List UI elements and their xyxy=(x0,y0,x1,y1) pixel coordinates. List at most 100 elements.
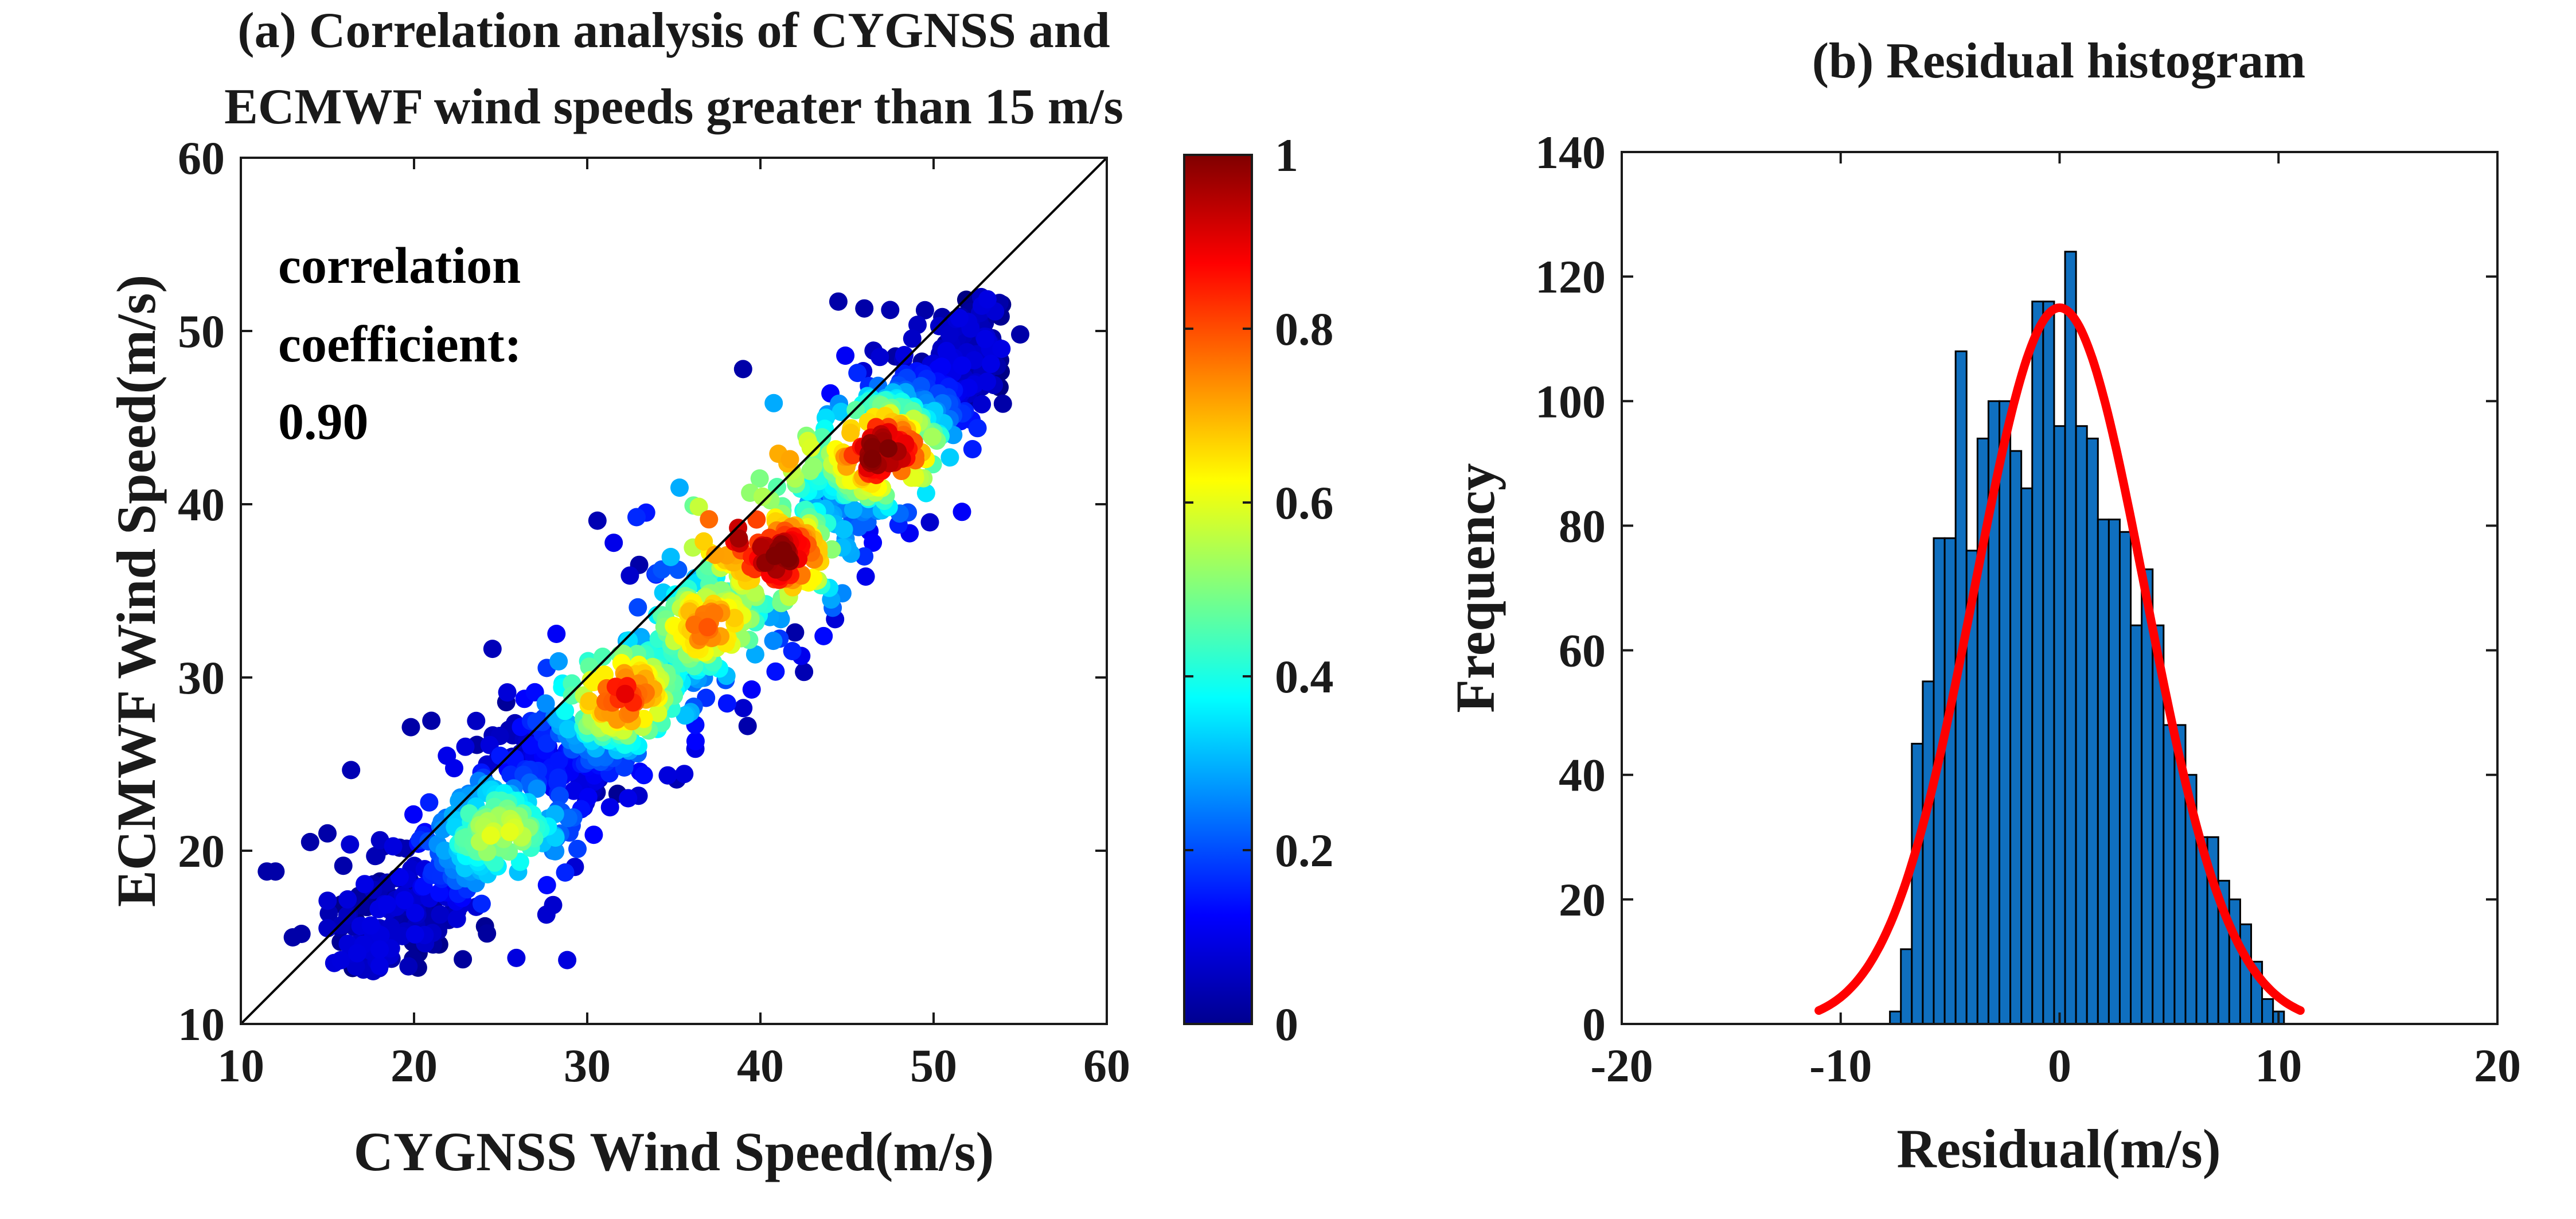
scatter-point xyxy=(717,694,736,713)
histogram-bar xyxy=(2163,724,2176,1024)
scatter-point xyxy=(675,765,694,784)
scatter-point xyxy=(670,478,689,497)
scatter-point xyxy=(564,781,583,800)
scatter-point xyxy=(992,340,1011,359)
scatter-point xyxy=(658,766,677,785)
scatter-point xyxy=(472,894,491,913)
scatter-title-line-1: (a) Correlation analysis of CYGNSS and xyxy=(237,3,1110,59)
histogram-bar xyxy=(2239,923,2253,1024)
y-tick-label: 0 xyxy=(1582,998,1606,1050)
scatter-point xyxy=(706,546,725,564)
colorbar-tick-label: 0.8 xyxy=(1275,303,1334,355)
colorbar-tick-label: 1 xyxy=(1275,129,1298,181)
y-tick-label: 100 xyxy=(1535,375,1606,427)
scatter-point xyxy=(802,438,821,457)
scatter-point xyxy=(588,511,607,530)
correlation-label-line-2: coefficient: xyxy=(278,316,522,373)
scatter-point xyxy=(454,950,473,969)
x-tick-label: 20 xyxy=(2474,1039,2521,1092)
y-tick-label: 60 xyxy=(178,132,225,184)
scatter-point xyxy=(780,450,799,469)
scatter-point xyxy=(390,868,409,886)
scatter-point xyxy=(527,712,546,731)
scatter-point xyxy=(804,457,823,476)
scatter-point xyxy=(420,793,439,812)
scatter-point xyxy=(895,346,914,364)
scatter-point xyxy=(481,826,500,845)
scatter-point xyxy=(864,533,883,552)
scatter-point xyxy=(903,329,922,348)
scatter-point xyxy=(594,647,612,666)
histogram-panel: (b) Residual histogram -20 -10 0 10 20 0 20 40 6… xyxy=(1445,33,2521,1179)
scatter-point xyxy=(370,956,389,975)
scatter-point xyxy=(338,906,357,925)
histogram-bars xyxy=(1889,251,2285,1024)
normal-fit-curve xyxy=(1814,303,2305,1015)
scatter-point xyxy=(450,792,469,811)
scatter-point xyxy=(978,290,997,309)
scatter-point xyxy=(556,702,575,721)
y-tick-label: 30 xyxy=(178,652,225,704)
x-tick-label: 50 xyxy=(910,1039,957,1092)
scatter-point xyxy=(318,891,337,910)
scatter-point xyxy=(384,837,403,856)
scatter-point xyxy=(836,346,855,365)
scatter-point xyxy=(705,604,724,623)
scatter-point xyxy=(923,427,942,446)
x-tick-label: 0 xyxy=(2048,1039,2071,1092)
histogram-y-axis-label: Frequency xyxy=(1445,463,1506,713)
scatter-point xyxy=(467,711,486,730)
scatter-point xyxy=(750,469,769,488)
scatter-point xyxy=(848,364,867,383)
scatter-point xyxy=(430,883,449,902)
scatter-point xyxy=(993,394,1012,413)
scatter-point xyxy=(881,301,900,320)
histogram-bar xyxy=(2053,425,2066,1024)
x-tick-label: 10 xyxy=(217,1039,264,1092)
y-tick-label: 50 xyxy=(178,305,225,357)
scatter-point xyxy=(500,823,519,842)
histogram-bar xyxy=(2086,437,2099,1024)
scatter-point xyxy=(752,538,771,556)
scatter-point xyxy=(855,299,874,318)
scatter-point xyxy=(549,768,568,787)
colorbar-gradient xyxy=(1183,154,1253,1025)
scatter-point xyxy=(551,786,569,805)
scatter-point xyxy=(361,916,380,935)
histogram-bar xyxy=(2097,519,2110,1024)
scatter-point xyxy=(370,940,389,959)
scatter-point xyxy=(558,951,577,969)
histogram-bar xyxy=(1922,680,1935,1024)
scatter-point xyxy=(367,846,386,865)
scatter-point xyxy=(686,732,705,751)
scatter-point xyxy=(401,718,420,737)
scatter-point xyxy=(318,824,337,843)
scatter-point xyxy=(405,925,424,944)
histogram-bar xyxy=(2020,487,2034,1024)
histogram-bar xyxy=(2064,251,2077,1024)
scatter-point xyxy=(953,503,971,521)
histogram-bar xyxy=(2042,301,2055,1024)
scatter-x-axis-label: CYGNSS Wind Speed(m/s) xyxy=(354,1121,994,1182)
scatter-point xyxy=(338,890,357,909)
scatter-panel: (a) Correlation analysis of CYGNSS and E… xyxy=(106,3,1130,1182)
scatter-point xyxy=(729,529,748,548)
scatter-point xyxy=(634,766,653,785)
scatter-point xyxy=(973,395,992,414)
scatter-point xyxy=(501,765,520,784)
y-tick-label: 80 xyxy=(1559,500,1606,552)
scatter-point xyxy=(616,684,635,703)
x-tick-label: -10 xyxy=(1809,1039,1872,1092)
histogram-bar xyxy=(1911,742,1924,1024)
scatter-point xyxy=(766,662,785,681)
scatter-point xyxy=(559,720,577,739)
scatter-point xyxy=(435,841,454,860)
y-tick-label: 140 xyxy=(1535,126,1606,178)
scatter-point xyxy=(600,798,619,817)
scatter-point xyxy=(786,623,805,642)
scatter-point xyxy=(422,711,441,730)
scatter-point xyxy=(742,680,761,699)
scatter-point xyxy=(968,419,987,438)
scatter-axis-ticks: 10 20 30 40 50 60 10 20 30 40 50 60 xyxy=(178,132,1130,1092)
scatter-point xyxy=(483,640,502,659)
